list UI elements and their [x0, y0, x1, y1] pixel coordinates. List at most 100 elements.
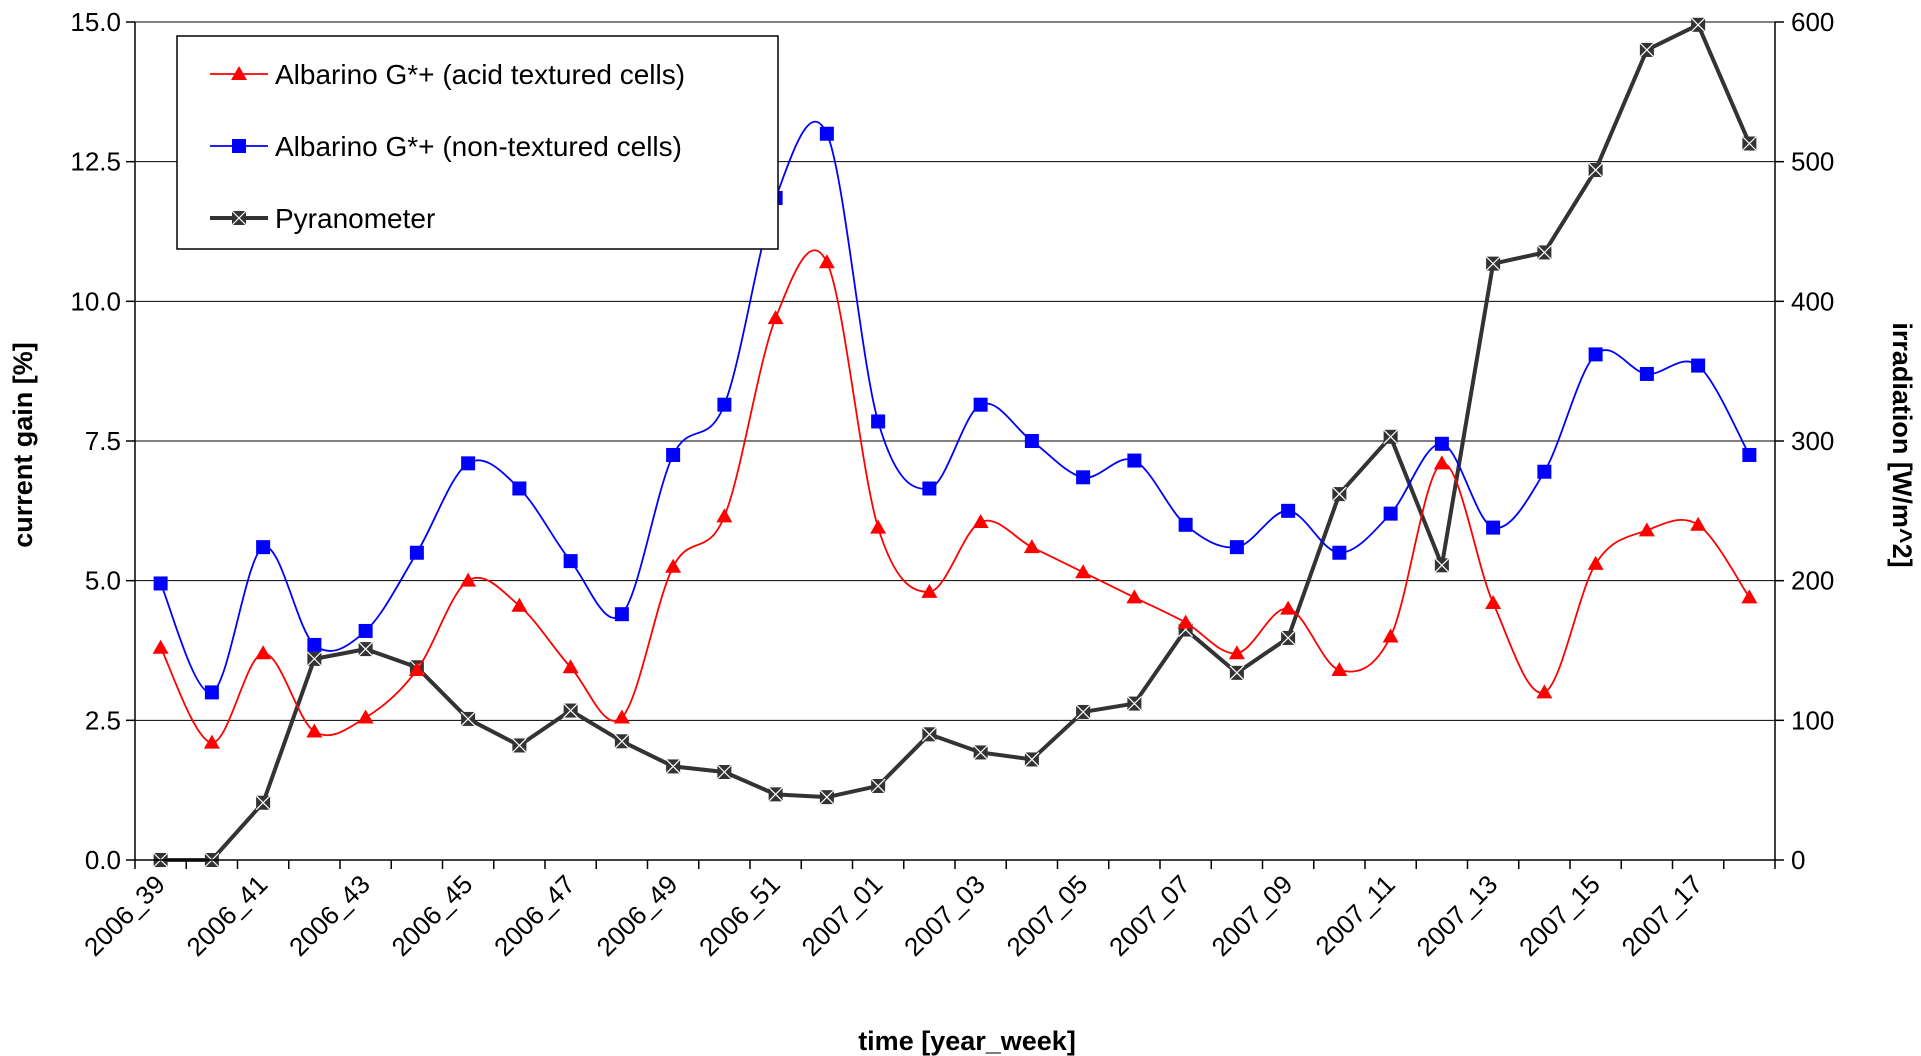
data-point [665, 758, 681, 774]
data-point [1023, 539, 1040, 554]
marker-cross [460, 711, 476, 727]
marker-cross [1588, 162, 1604, 178]
marker-cross [973, 745, 989, 760]
data-point [1691, 358, 1706, 373]
data-point [1024, 434, 1039, 448]
data-point [1331, 662, 1348, 677]
data-point [563, 554, 578, 569]
marker-cross [921, 726, 937, 742]
marker-cross [1434, 557, 1450, 573]
data-point [768, 786, 784, 802]
marker-cross [358, 641, 374, 657]
data-point [358, 641, 374, 657]
data-point [306, 723, 323, 738]
marker-cross [1383, 429, 1399, 445]
y-axis-title: current gain [%] [8, 342, 38, 548]
data-point [512, 481, 527, 496]
data-point [1178, 517, 1193, 532]
series-0 [152, 249, 1758, 749]
data-point [460, 572, 477, 587]
marker-cross [1229, 665, 1245, 681]
data-point [409, 545, 424, 560]
data-point [203, 734, 220, 749]
data-point [357, 709, 374, 724]
data-point [461, 456, 476, 471]
data-point [1228, 645, 1245, 660]
data-point [204, 685, 219, 700]
data-point [1741, 136, 1757, 151]
data-point [614, 607, 629, 622]
data-point [665, 558, 682, 573]
data-point [153, 576, 168, 591]
marker-cross [1024, 752, 1040, 767]
data-point [1075, 704, 1091, 720]
data-point [1332, 545, 1347, 560]
data-point [256, 540, 271, 555]
data-point [1382, 628, 1399, 643]
data-point [152, 639, 169, 654]
marker-cross [306, 651, 322, 667]
data-point [613, 709, 630, 724]
series-line [159, 249, 1751, 744]
legend: Albarino G*+ (acid textured cells) Albari… [176, 35, 779, 250]
data-point [871, 414, 886, 429]
marker-cross [819, 789, 835, 805]
marker-cross [1639, 42, 1655, 58]
data-point [870, 778, 886, 794]
data-point [1639, 42, 1655, 58]
data-point [562, 659, 579, 674]
data-point [1229, 540, 1244, 555]
data-point [1280, 600, 1297, 615]
marker-cross [1536, 245, 1552, 260]
data-point [1229, 665, 1245, 681]
legend-item: Albarino G*+ (acid textured cells) [210, 59, 685, 90]
y2-tick-label: 500 [1791, 147, 1834, 177]
y2-tick-label: 600 [1791, 7, 1834, 37]
data-point [1126, 696, 1142, 711]
data-point [666, 447, 681, 462]
data-point [1177, 614, 1194, 629]
data-point [1127, 453, 1142, 468]
data-point [972, 514, 989, 529]
data-point [1126, 589, 1143, 604]
y2-tick-label: 100 [1791, 705, 1834, 735]
data-point [1742, 447, 1757, 462]
data-point [1690, 516, 1707, 531]
data-point [1741, 589, 1758, 604]
y-tick-label: 15.0 [70, 7, 121, 37]
series-1 [153, 120, 1757, 700]
marker-cross [1331, 486, 1347, 502]
x-axis-title: time [year_week] [858, 1026, 1076, 1056]
y2-tick-label: 400 [1791, 286, 1834, 316]
data-point [1639, 366, 1654, 381]
data-point [973, 745, 989, 760]
legend-label: Albarino G*+ (non-textured cells) [275, 131, 682, 162]
data-point [255, 645, 272, 660]
data-point [921, 726, 937, 742]
data-point [717, 397, 732, 412]
data-point [255, 795, 271, 811]
y2-tick-label: 200 [1791, 566, 1834, 596]
marker-cross [1741, 136, 1757, 151]
data-point [1434, 436, 1449, 451]
data-point [1588, 347, 1603, 362]
data-point [1485, 256, 1501, 272]
marker-cross [563, 703, 579, 718]
data-point [1587, 555, 1604, 570]
marker-cross [870, 778, 886, 794]
y2-axis-title: irradiation [W/m^2] [1887, 322, 1917, 567]
data-point [1690, 17, 1706, 33]
data-point [1588, 162, 1604, 178]
y-tick-label: 0.0 [85, 845, 121, 875]
data-point [716, 764, 732, 780]
legend-swatch-marker [231, 210, 247, 226]
data-point [819, 126, 834, 141]
legend-item: Pyranometer [210, 203, 435, 234]
legend-label: Pyranometer [275, 203, 435, 234]
data-point [1638, 522, 1655, 537]
data-point [870, 519, 887, 534]
data-point [921, 583, 938, 598]
data-point [1486, 520, 1501, 535]
marker-cross [1075, 704, 1091, 720]
legend-swatch-marker [231, 66, 247, 80]
